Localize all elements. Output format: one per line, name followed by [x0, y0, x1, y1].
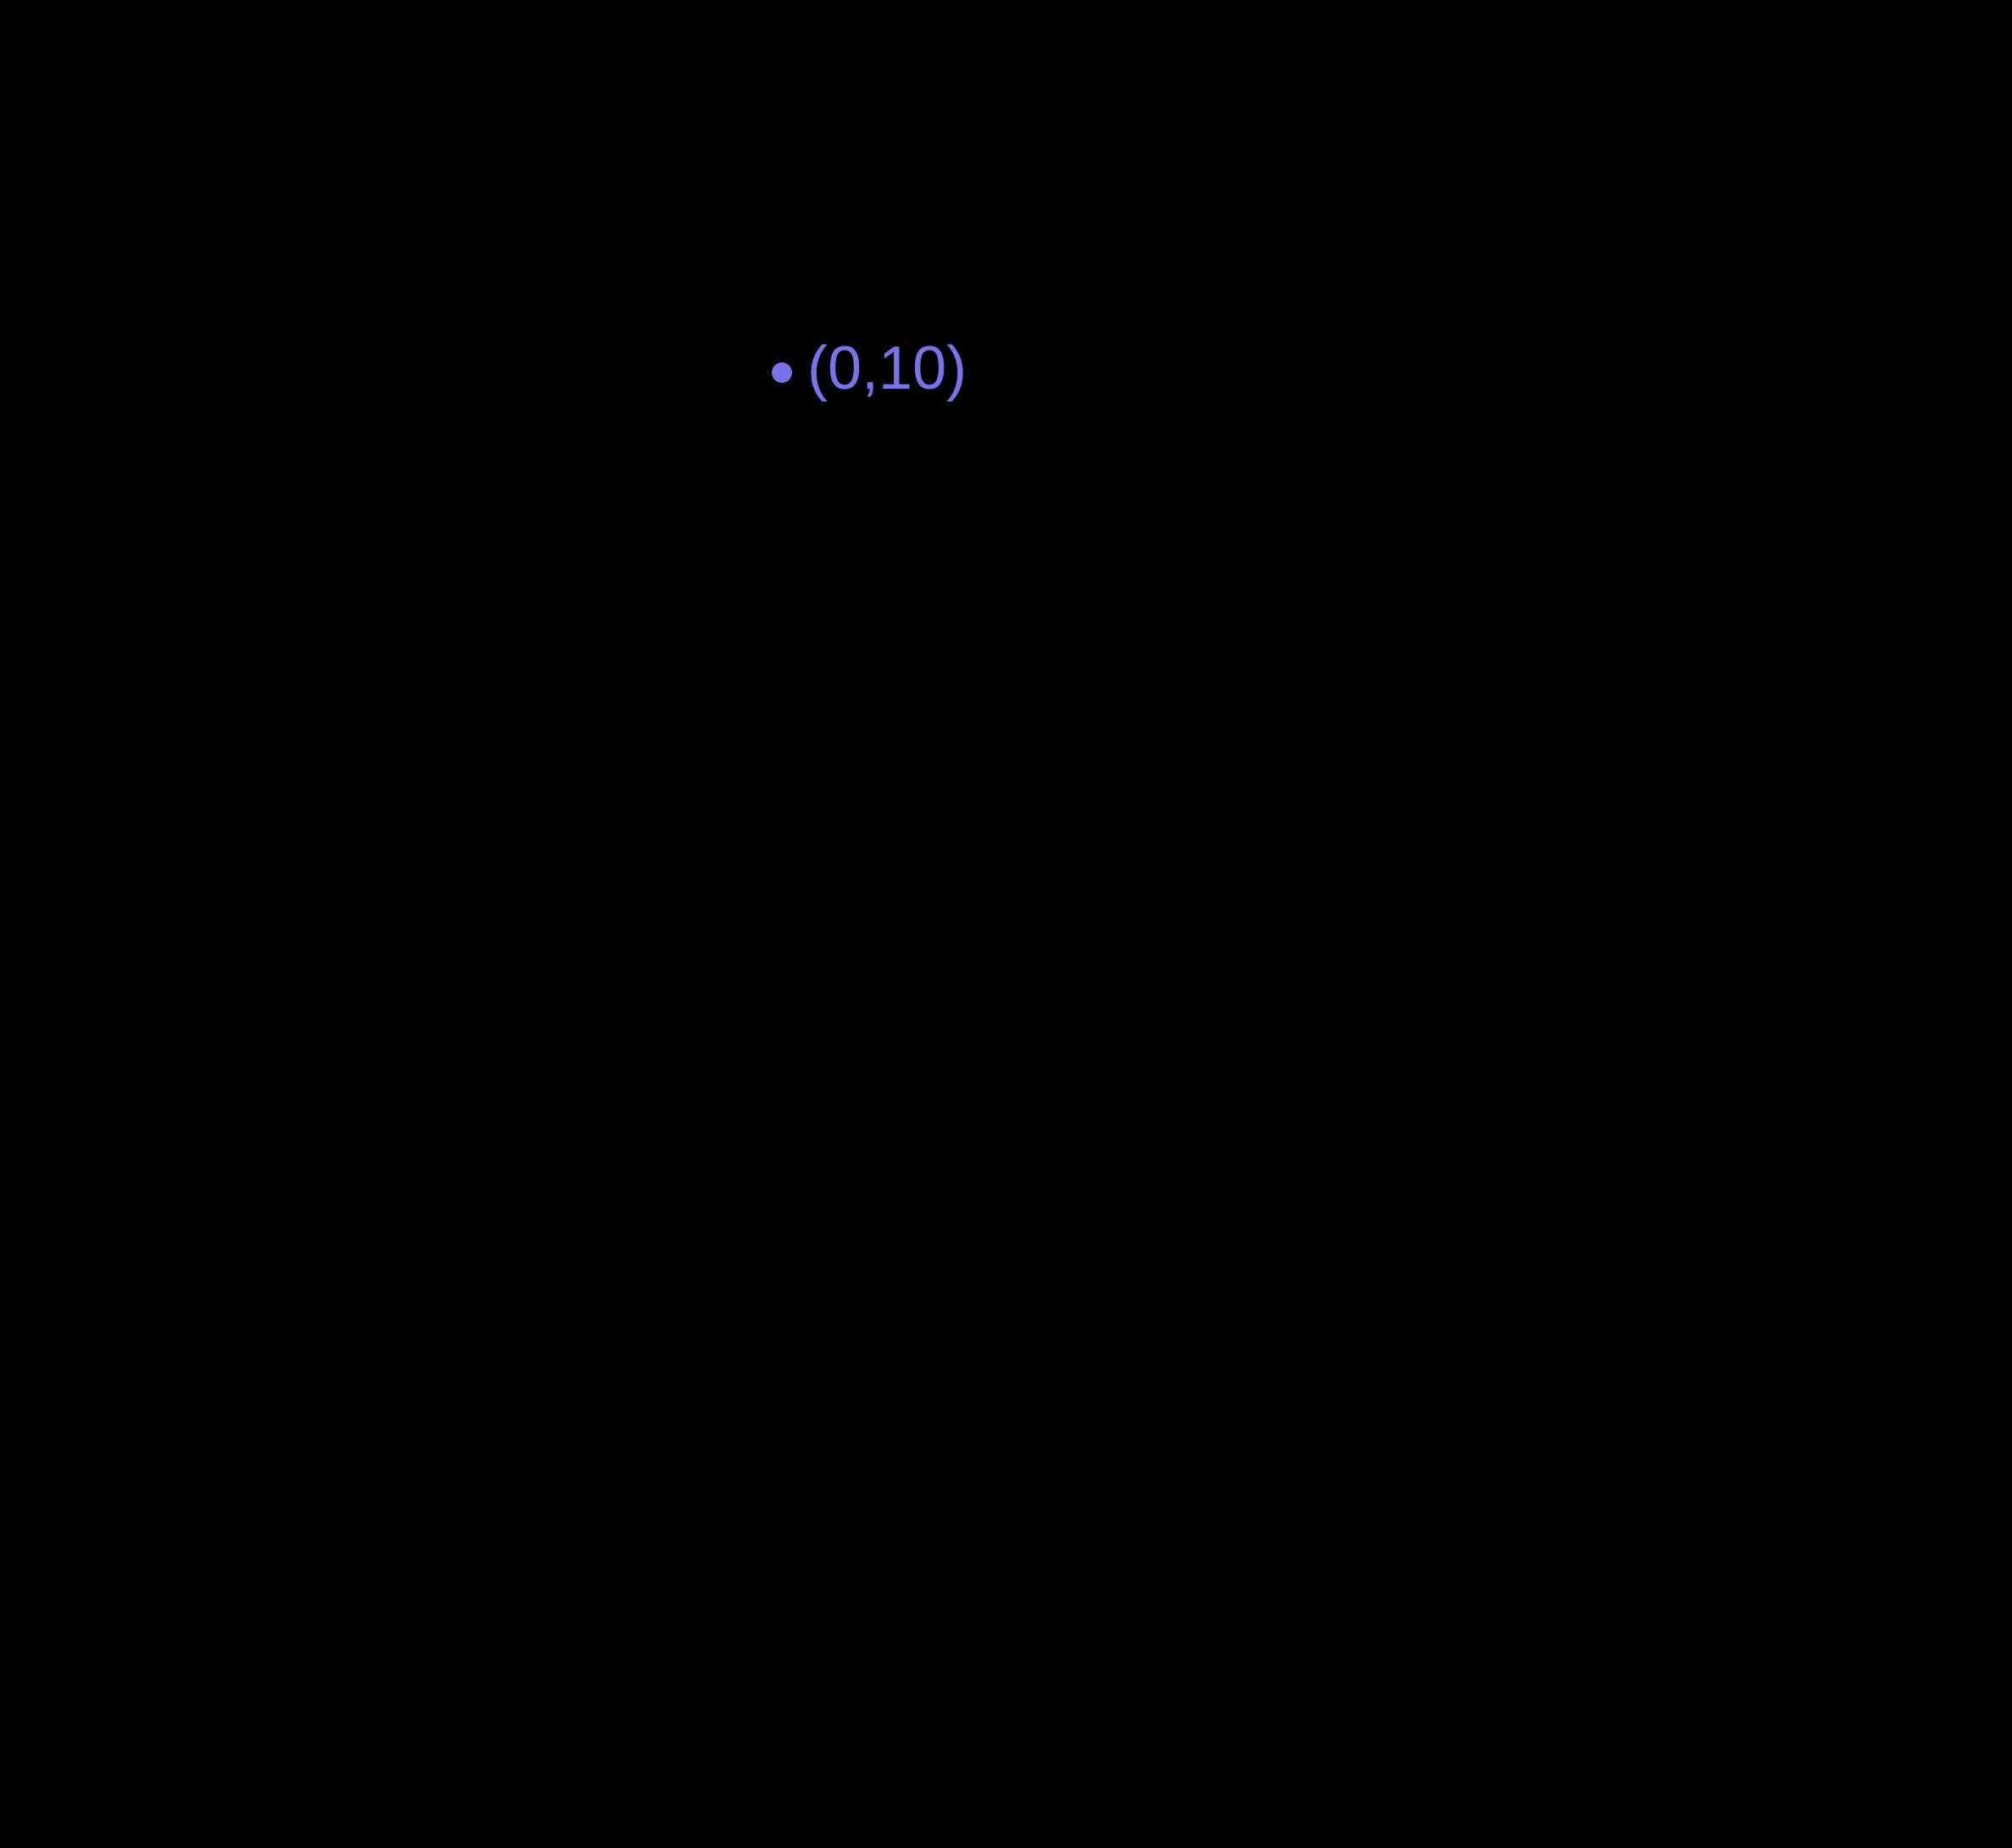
scatter-chart: (0,10) — [0, 0, 2012, 1844]
chart-svg: (0,10) — [0, 0, 2012, 1844]
data-point — [772, 362, 792, 383]
data-point-label: (0,10) — [807, 335, 967, 402]
chart-background — [0, 0, 2012, 1844]
